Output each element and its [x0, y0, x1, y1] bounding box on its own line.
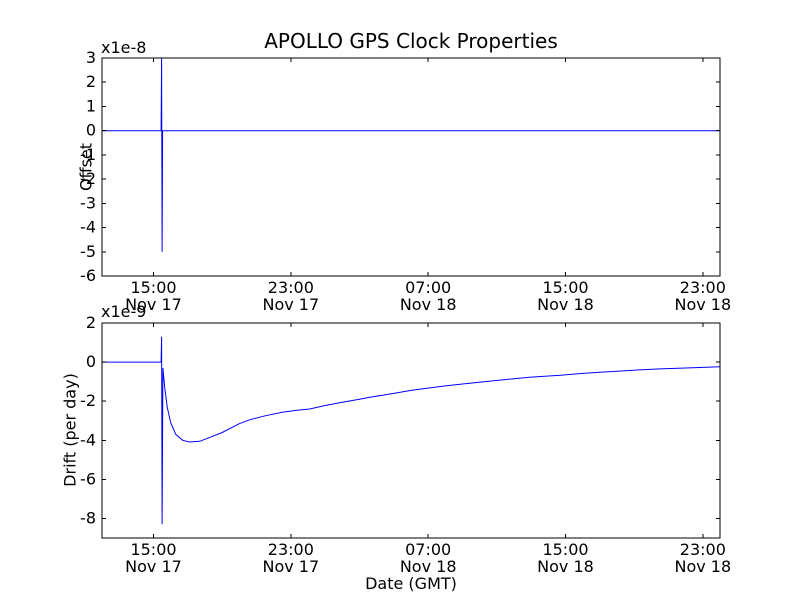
- x-axis-label-date-gmt: Date (GMT): [365, 574, 457, 593]
- y-tick-label: -1: [80, 145, 96, 164]
- y-tick-label: 0: [86, 352, 96, 371]
- x-tick-label-date: Nov 18: [537, 295, 594, 314]
- x-tick-label-time: 15:00: [542, 278, 588, 297]
- x-tick-label-date: Nov 18: [400, 557, 457, 576]
- offset-scale-label-top: x1e-8: [101, 38, 147, 57]
- drift-line: [102, 336, 721, 525]
- x-tick-label-date: Nov 17: [125, 295, 182, 314]
- axes-frame: [101, 322, 721, 539]
- y-tick-label: -2: [80, 391, 96, 410]
- y-tick-label: 1: [86, 96, 96, 115]
- x-tick-label-time: 15:00: [542, 540, 588, 559]
- y-tick-label: -4: [80, 218, 96, 237]
- x-tick-label-time: 15:00: [130, 540, 176, 559]
- axes-frame: [101, 57, 721, 277]
- y-tick-label: -5: [80, 242, 96, 261]
- y-tick-label: -4: [80, 430, 96, 449]
- x-tick-label-date: Nov 18: [674, 295, 731, 314]
- y-tick-label: -6: [80, 469, 96, 488]
- x-tick-label-date: Nov 17: [262, 557, 319, 576]
- x-tick-label-time: 23:00: [268, 278, 314, 297]
- x-tick-label-time: 07:00: [405, 278, 451, 297]
- x-tick-label-time: 15:00: [130, 278, 176, 297]
- y-tick-label: 3: [86, 48, 96, 67]
- y-tick-label: -3: [80, 193, 96, 212]
- x-tick-label-time: 23:00: [680, 278, 726, 297]
- y-tick-label: -8: [80, 508, 96, 527]
- y-tick-label: 2: [86, 72, 96, 91]
- x-tick-label-date: Nov 18: [674, 557, 731, 576]
- x-tick-label-date: Nov 17: [262, 295, 319, 314]
- y-tick-label: -6: [80, 266, 96, 285]
- x-tick-label-date: Nov 18: [400, 295, 457, 314]
- x-tick-label-time: 23:00: [680, 540, 726, 559]
- x-tick-label-time: 23:00: [268, 540, 314, 559]
- y-axis-label-drift: Drift (per day): [60, 373, 80, 487]
- offset-scale-label-bottom: x1e-9: [101, 302, 147, 321]
- y-axis-label-offset: Offset: [76, 142, 96, 192]
- x-tick-label-date: Nov 18: [537, 557, 594, 576]
- offset-line: [102, 57, 720, 252]
- chart-title: APOLLO GPS Clock Properties: [264, 29, 558, 53]
- x-tick-label-time: 07:00: [405, 540, 451, 559]
- x-tick-label-date: Nov 17: [125, 557, 182, 576]
- y-tick-label: 0: [86, 121, 96, 140]
- y-tick-label: -2: [80, 169, 96, 188]
- y-tick-label: 2: [86, 313, 96, 332]
